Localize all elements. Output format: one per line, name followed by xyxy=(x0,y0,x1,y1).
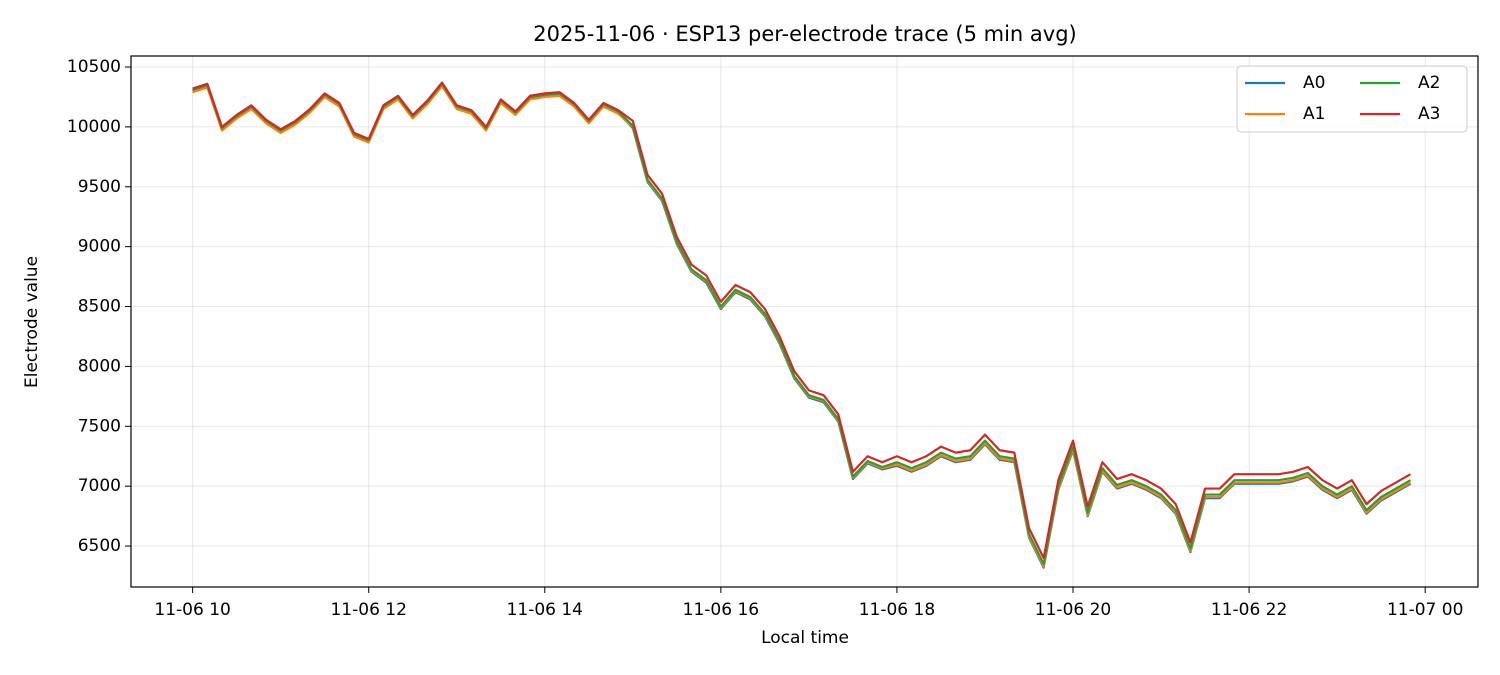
series-line xyxy=(192,81,1412,560)
plot-frame xyxy=(130,55,1479,588)
y-tick-label: 8000 xyxy=(78,356,121,376)
y-tick-label: 6500 xyxy=(78,536,121,556)
chart-title: 2025-11-06 · ESP13 per-electrode trace (… xyxy=(533,22,1076,46)
y-axis-label: Electrode value xyxy=(22,256,42,388)
legend-label: A2 xyxy=(1418,73,1440,93)
x-tick-label: 11-06 14 xyxy=(507,600,583,620)
x-tick-label: 11-06 20 xyxy=(1035,600,1111,620)
x-tick-label: 11-06 18 xyxy=(859,600,935,620)
legend: A0 A1 A2 A3 xyxy=(1236,65,1468,133)
y-tick-label: 9500 xyxy=(78,177,121,197)
y-tick-label: 10500 xyxy=(67,57,121,77)
x-tick-label: 11-06 10 xyxy=(154,600,230,620)
x-tick-label: 11-06 22 xyxy=(1211,600,1287,620)
legend-label: A0 xyxy=(1303,73,1325,93)
legend-label: A1 xyxy=(1303,104,1325,124)
y-tick-label: 7500 xyxy=(78,416,121,436)
x-tick-label: 11-06 16 xyxy=(683,600,759,620)
legend-box xyxy=(1236,65,1468,133)
y-tick-label: 7000 xyxy=(78,476,121,496)
x-tick-label: 11-07 00 xyxy=(1387,600,1463,620)
y-tick-label: 8500 xyxy=(78,297,121,317)
x-tick-label: 11-06 12 xyxy=(330,600,406,620)
y-tick-label: 10000 xyxy=(67,117,121,137)
y-tick-label: 9000 xyxy=(78,237,121,257)
legend-label: A3 xyxy=(1418,104,1440,124)
x-axis-label: Local time xyxy=(761,628,849,648)
